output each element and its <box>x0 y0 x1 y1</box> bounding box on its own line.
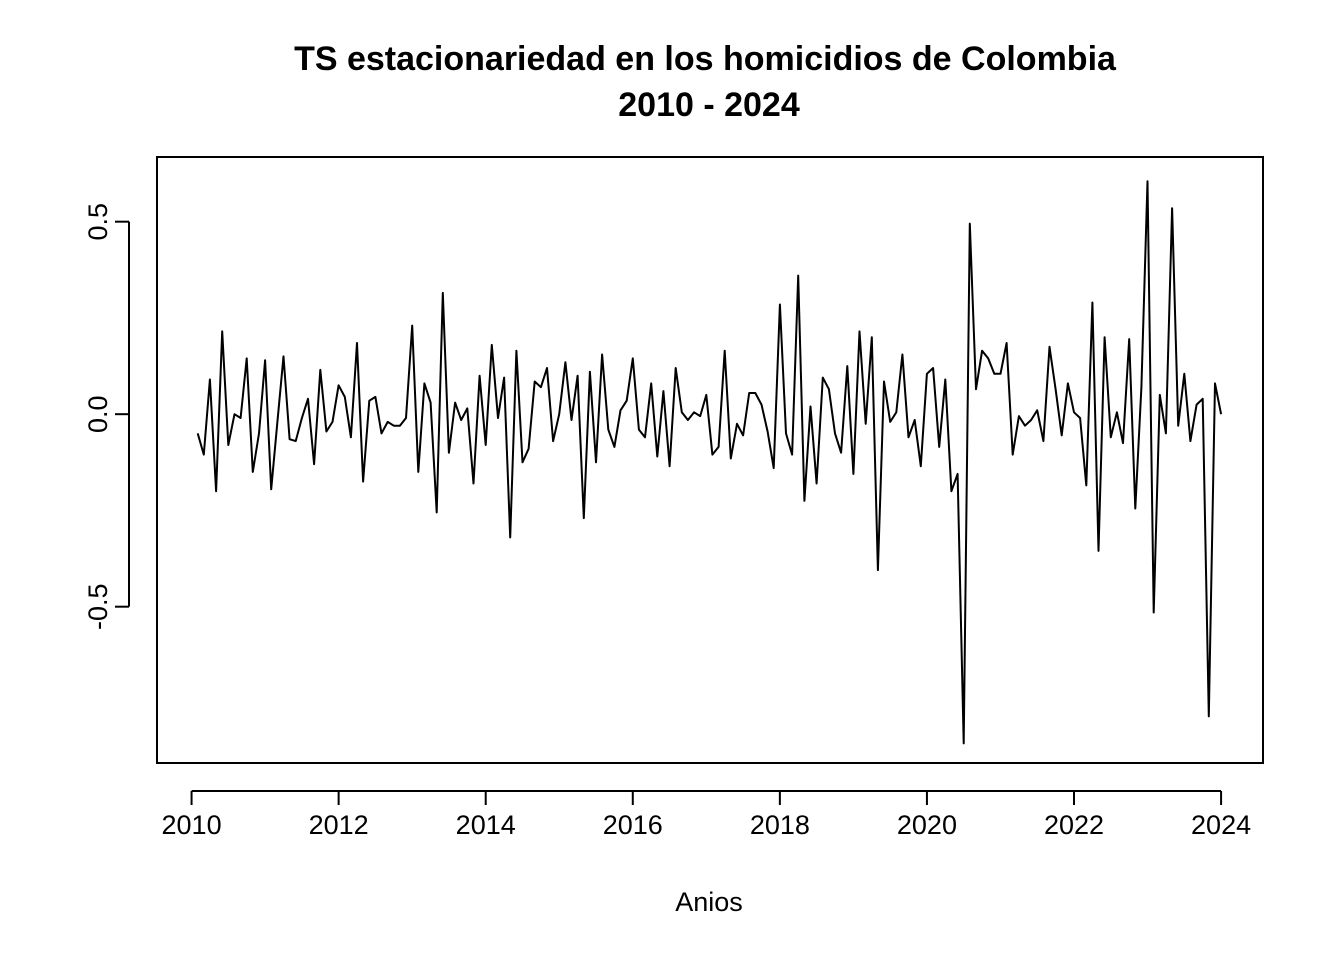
x-tick-label: 2024 <box>1191 810 1251 840</box>
x-tick-label: 2016 <box>603 810 663 840</box>
chart-title-line-1: TS estacionariedad en los homicidios de … <box>294 40 1117 78</box>
y-axis: -0.5 0.0 0.5 <box>83 203 130 630</box>
x-tick-label: 2014 <box>456 810 516 840</box>
x-axis-label: Anios <box>675 887 743 917</box>
x-tick-label: 2010 <box>162 810 222 840</box>
y-tick-label: -0.5 <box>83 583 113 630</box>
x-tick-label: 2020 <box>897 810 957 840</box>
chart-title-line-2: 2010 - 2024 <box>618 86 800 124</box>
x-axis: 2010 2012 2014 2016 2018 2020 2022 2024 <box>162 790 1251 840</box>
plot-frame <box>156 156 1264 764</box>
series-line <box>196 180 1223 745</box>
series-layer <box>196 180 1223 745</box>
x-tick-label: 2018 <box>750 810 810 840</box>
x-tick-label: 2022 <box>1044 810 1104 840</box>
y-tick-label: 0.5 <box>83 203 113 241</box>
y-tick-label: 0.0 <box>83 395 113 433</box>
x-tick-label: 2012 <box>309 810 369 840</box>
